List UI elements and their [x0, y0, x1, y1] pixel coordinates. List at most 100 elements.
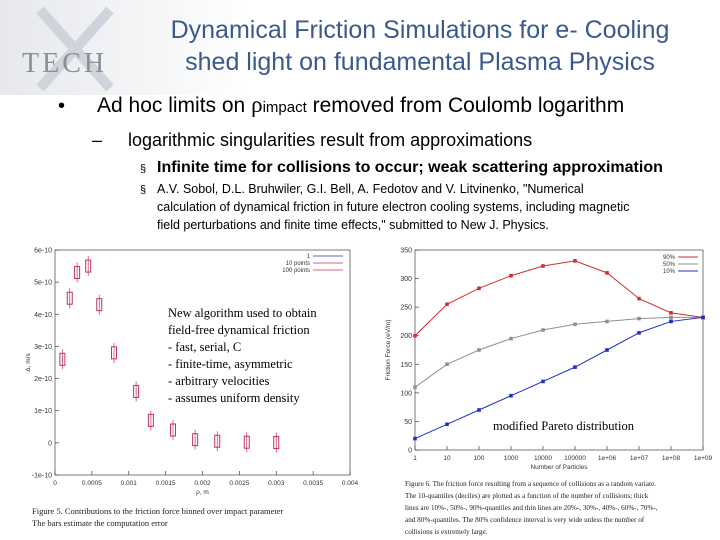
- x-tick-label: 100000: [564, 455, 586, 462]
- point: [85, 259, 92, 273]
- series-marker: [445, 422, 449, 427]
- item-text: field perturbations and finite time effe…: [157, 218, 549, 232]
- y-tick-label: 1e-10: [34, 408, 52, 415]
- point: [59, 352, 66, 366]
- series-marker: [509, 273, 513, 278]
- y-tick-label: 2e-10: [34, 376, 52, 383]
- sub-bullet-marker: –: [92, 130, 102, 150]
- title-line: Dynamical Friction Simulations for e- Co…: [171, 16, 670, 44]
- x-tick-label: 0.004: [342, 480, 359, 487]
- caption-line: Figure 5. Contributions to the friction …: [32, 506, 284, 516]
- series-marker: [477, 408, 481, 412]
- logo-x: [36, 6, 114, 92]
- legend-label: 50%: [663, 262, 676, 268]
- point: [111, 346, 117, 360]
- series-marker: [701, 315, 705, 320]
- x-tick-label: 0.0025: [229, 480, 249, 487]
- plot-frame: [414, 249, 704, 451]
- caption-line: lines are 10%-, 50%-, 90%-quantiles and …: [405, 504, 658, 512]
- x-tick-label: 0.001: [121, 480, 138, 487]
- note-line: field-free dynamical friction: [168, 323, 310, 337]
- legend-label: 1: [307, 254, 311, 260]
- series-marker: [509, 336, 513, 341]
- series-marker: [541, 328, 545, 332]
- point: [66, 291, 73, 305]
- legend-label: 10 points: [286, 261, 310, 267]
- point: [133, 384, 140, 398]
- title-line: shed light on fundamental Plasma Physics: [185, 48, 655, 76]
- series-marker: [573, 259, 577, 263]
- item-marker: §: [140, 184, 146, 196]
- series-marker: [413, 436, 417, 441]
- y-axis-label: Friction Force (eV/m): [385, 319, 392, 380]
- series-marker: [477, 286, 481, 291]
- bullet-text: Ad hoc limits on ρimpact removed from Co…: [97, 92, 624, 117]
- caption-line: collisions is extremely large.: [405, 528, 488, 536]
- note-line: - assumes uniform density: [168, 391, 300, 405]
- x-tick-label: 1e+07: [630, 455, 649, 462]
- x-tick-label: 10000: [534, 455, 552, 462]
- series-line: [414, 316, 703, 388]
- x-axis-label: Number of Particles: [530, 464, 588, 471]
- legend-label: 10%: [663, 269, 676, 275]
- legend-label: 100 points: [282, 268, 310, 274]
- bullet-part: Ad hoc limits on: [97, 94, 251, 117]
- series-marker: [637, 296, 641, 301]
- series-marker: [573, 365, 577, 369]
- point: [192, 433, 199, 447]
- series-marker: [573, 322, 577, 327]
- item-text: calculation of dynamical friction in fut…: [157, 200, 629, 214]
- y-tick-label: 100: [400, 390, 412, 397]
- series-marker: [413, 385, 417, 389]
- x-tick-label: 1000: [504, 455, 519, 462]
- y-tick-label: 6e-10: [34, 248, 52, 255]
- x-tick-label: 0.003: [268, 480, 285, 487]
- point: [273, 436, 280, 450]
- y-tick-label: 0: [408, 448, 412, 455]
- x-tick-label: 0.0005: [82, 480, 102, 487]
- x-tick-label: 100: [474, 455, 485, 462]
- header-background: [0, 0, 720, 95]
- note-text: modified Pareto distribution: [493, 419, 635, 433]
- y-tick-label: -1e-10: [32, 473, 52, 480]
- y-axis-label: Δ, m/s: [25, 353, 32, 372]
- item-marker: §: [140, 163, 146, 175]
- y-tick-label: 50: [404, 419, 412, 426]
- note-line: - arbitrary velocities: [168, 374, 269, 388]
- series-marker: [413, 333, 417, 338]
- x-tick-label: 0.0015: [156, 480, 176, 487]
- series-marker: [445, 362, 449, 367]
- item-text: Infinite time for collisions to occur; w…: [157, 159, 663, 176]
- series-marker: [477, 348, 481, 352]
- bullet-subscript: impact: [263, 99, 308, 116]
- caption-line: and 80%-quantiles. The 80% confidence in…: [405, 516, 645, 524]
- sub-bullet-text: logarithmic singularities result from ap…: [128, 130, 532, 150]
- series-marker: [669, 315, 673, 320]
- series-line: [414, 316, 704, 440]
- x-tick-label: 1e+08: [662, 455, 681, 462]
- series-line: [414, 260, 704, 337]
- item-text: A.V. Sobol, D.L. Bruhwiler, G.I. Bell, A…: [157, 182, 584, 196]
- series-marker: [541, 379, 545, 384]
- series-marker: [669, 319, 673, 324]
- y-tick-label: 200: [400, 333, 412, 340]
- legend-label: 90%: [663, 255, 676, 261]
- x-tick-label: 0.002: [194, 480, 211, 487]
- point: [74, 266, 81, 279]
- x-tick-label: 0.0035: [303, 480, 323, 487]
- y-tick-label: 4e-10: [34, 312, 52, 319]
- caption-line: The 10-quantiles (deciles) are plotted a…: [405, 492, 649, 500]
- series-marker: [669, 311, 673, 315]
- x-tick-label: 1e+09: [694, 455, 713, 462]
- y-tick-label: 5e-10: [34, 280, 52, 287]
- series-marker: [605, 348, 609, 352]
- point: [170, 423, 176, 437]
- point: [96, 298, 103, 312]
- bullet-marker: •: [58, 95, 65, 117]
- x-tick-label: 10: [443, 455, 451, 462]
- note-box: [164, 300, 346, 408]
- series-marker: [509, 393, 513, 398]
- series-marker: [445, 302, 449, 307]
- x-tick-label: 1e+06: [598, 455, 617, 462]
